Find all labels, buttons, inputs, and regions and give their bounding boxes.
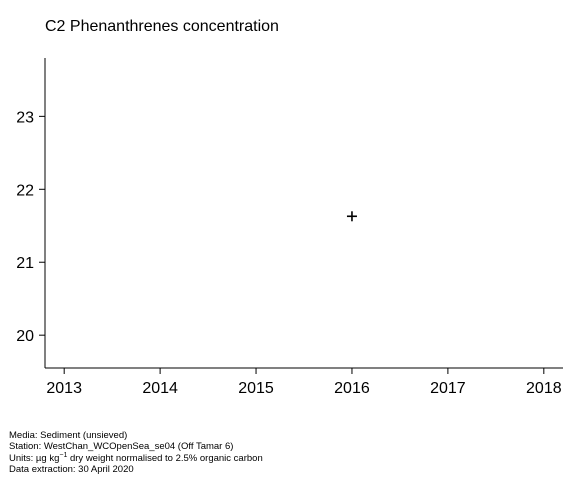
footer-station: Station: WestChan_WCOpenSea_se04 (Off Ta… xyxy=(9,441,234,453)
footer-extraction: Data extraction: 30 April 2020 xyxy=(9,463,134,475)
footer-units: Units: µg kg−1 dry weight normalised to … xyxy=(9,451,263,464)
chart-title: C2 Phenanthrenes concentration xyxy=(45,18,279,35)
y-tick-label: 23 xyxy=(16,109,34,126)
x-tick-label: 2013 xyxy=(46,380,82,397)
footer-units-prefix: Units: µg kg xyxy=(9,452,60,464)
footer-media: Media: Sediment (unsieved) xyxy=(9,430,128,441)
y-tick-label: 20 xyxy=(16,328,34,345)
footer-units-suffix: dry weight normalised to 2.5% organic ca… xyxy=(67,452,263,464)
chart-footer: Media: Sediment (unsieved) Station: West… xyxy=(9,430,263,475)
y-tick-label: 22 xyxy=(16,182,34,199)
x-tick-label: 2018 xyxy=(526,380,562,397)
x-tick-label: 2016 xyxy=(334,380,370,397)
y-tick-label: 21 xyxy=(16,255,34,272)
x-tick-label: 2017 xyxy=(430,380,466,397)
x-tick-label: 2014 xyxy=(142,380,178,397)
chart-plot: 2013 2014 2015 2016 2017 2018 20 21 22 23 xyxy=(16,58,563,397)
x-tick-label: 2015 xyxy=(238,380,274,397)
footer-units-exponent: −1 xyxy=(59,451,68,459)
data-point-marker xyxy=(346,211,357,222)
